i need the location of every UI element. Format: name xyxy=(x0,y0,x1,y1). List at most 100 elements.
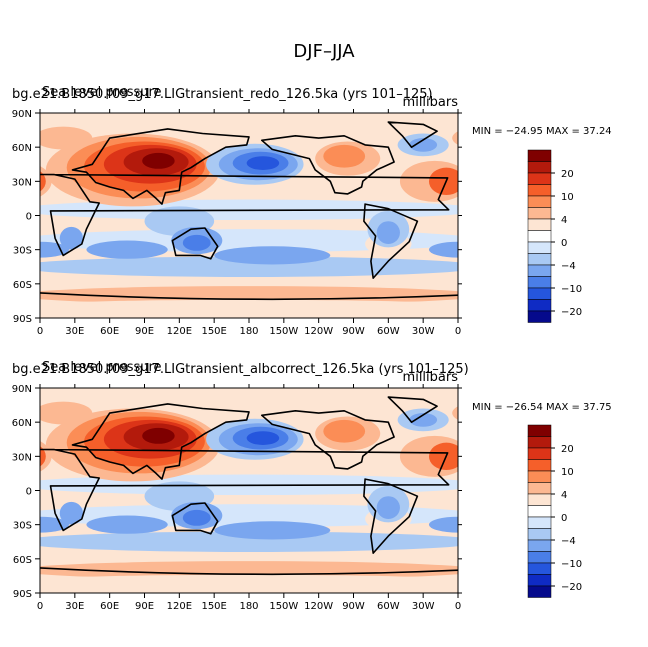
field-contour xyxy=(40,126,93,150)
field-contour xyxy=(428,442,458,470)
field-contour xyxy=(478,227,501,250)
colorbar-swatch xyxy=(527,459,552,472)
field-contour xyxy=(214,521,331,540)
coastline xyxy=(40,448,450,532)
field-contour xyxy=(485,412,629,474)
field-contour xyxy=(40,286,458,305)
colorbar-swatch xyxy=(527,287,552,300)
x-tick-label: 60E xyxy=(100,326,119,337)
field-contour xyxy=(323,144,366,168)
x-tick-label: 120E xyxy=(167,326,192,337)
field-contour xyxy=(40,171,46,192)
field-contour xyxy=(563,481,633,511)
panel-units: millibars xyxy=(403,95,459,110)
panel: 0 30E 60E 90E 120E 150E 180 150W 120W 90W 60W 30W 09… xyxy=(12,360,633,612)
colorbar-swatch xyxy=(527,161,552,174)
x-tick-label: 90W xyxy=(342,326,365,337)
field-contour xyxy=(323,419,366,443)
coastline xyxy=(387,121,438,148)
colorbar-swatch xyxy=(527,241,552,254)
field-contour xyxy=(295,172,366,195)
figure-title: DJF–JJA xyxy=(293,41,355,62)
field-contour xyxy=(59,501,83,525)
colorbar-label: 20 xyxy=(561,169,574,180)
field-contour xyxy=(40,446,46,467)
x-tick-label: 90E xyxy=(135,326,154,337)
coastline xyxy=(171,227,219,260)
coastline xyxy=(40,292,458,301)
field-contour xyxy=(246,431,280,445)
colorbar: 20 10 4 0 −4 −10 −20 xyxy=(527,149,582,323)
field-contour xyxy=(485,137,629,199)
field-contour xyxy=(428,241,458,258)
coastlines xyxy=(40,121,458,301)
x-tick-label: 120W xyxy=(304,601,333,612)
y-tick-label: 90S xyxy=(13,589,32,600)
y-tick-label: 30N xyxy=(12,452,32,463)
colorbar-swatch xyxy=(527,470,552,483)
field-contour xyxy=(142,427,175,444)
field-contour xyxy=(182,509,211,526)
colorbar-swatch xyxy=(527,149,552,162)
colorbar-swatch xyxy=(527,253,552,266)
field-contour xyxy=(502,416,623,466)
x-tick-label: 60E xyxy=(100,601,119,612)
field-contour xyxy=(601,235,629,251)
x-tick-label: 180 xyxy=(239,601,258,612)
colorbar-swatch xyxy=(527,447,552,460)
coastlines xyxy=(40,396,458,576)
field-contour xyxy=(40,561,458,580)
field-contour xyxy=(182,234,211,251)
field-contour xyxy=(542,148,607,175)
y-tick-label: 90N xyxy=(12,109,32,120)
colorbar-label: 20 xyxy=(561,444,574,455)
colorbar-swatch xyxy=(527,585,552,598)
x-tick-label: 0 xyxy=(37,601,43,612)
field-contour xyxy=(86,515,168,534)
field-contour xyxy=(563,206,633,236)
field-contour xyxy=(560,428,593,444)
colorbar-swatch xyxy=(527,424,552,437)
colorbar-swatch xyxy=(527,551,552,564)
field-contour xyxy=(478,502,501,525)
coastline xyxy=(363,478,419,554)
y-tick-label: 30S xyxy=(13,246,32,257)
field-contour xyxy=(246,156,280,170)
coastline xyxy=(40,173,450,257)
y-tick-label: 60S xyxy=(13,555,32,566)
field-contour xyxy=(542,423,607,450)
panel-variable-title: Sea level pressure xyxy=(42,360,162,375)
y-tick-label: 60N xyxy=(12,418,32,429)
field-contour xyxy=(452,406,458,420)
colorbar-swatch xyxy=(527,172,552,185)
colorbar-label: −20 xyxy=(561,307,582,318)
coastline xyxy=(71,128,250,205)
coastline xyxy=(387,396,438,423)
colorbar-label: −10 xyxy=(561,559,582,570)
x-tick-label: 150W xyxy=(269,601,298,612)
field-contour xyxy=(40,256,458,277)
x-tick-label: 30E xyxy=(65,601,84,612)
coastline xyxy=(363,203,419,279)
colorbar-label: 4 xyxy=(561,490,567,501)
x-tick-label: 150W xyxy=(269,326,298,337)
field-contour xyxy=(502,141,623,191)
colorbar-swatch xyxy=(527,276,552,289)
x-tick-label: 30W xyxy=(412,601,435,612)
coastline xyxy=(261,410,395,470)
field-contour xyxy=(589,227,640,254)
x-tick-label: 90E xyxy=(135,601,154,612)
field-contour xyxy=(40,531,458,552)
panel-units: millibars xyxy=(403,370,459,385)
field-contour xyxy=(376,496,400,519)
field-contour xyxy=(295,447,366,470)
y-tick-label: 60N xyxy=(12,143,32,154)
y-tick-label: 60S xyxy=(13,280,32,291)
x-tick-label: 180 xyxy=(239,326,258,337)
x-tick-label: 120W xyxy=(304,326,333,337)
y-tick-label: 0 xyxy=(26,212,32,223)
colorbar-swatch xyxy=(527,195,552,208)
x-tick-label: 60W xyxy=(377,601,400,612)
panel-left-title: bg.e21.B1850.f09_g17.LIGtransient_redo_1… xyxy=(12,87,433,102)
field-contour xyxy=(601,510,629,526)
